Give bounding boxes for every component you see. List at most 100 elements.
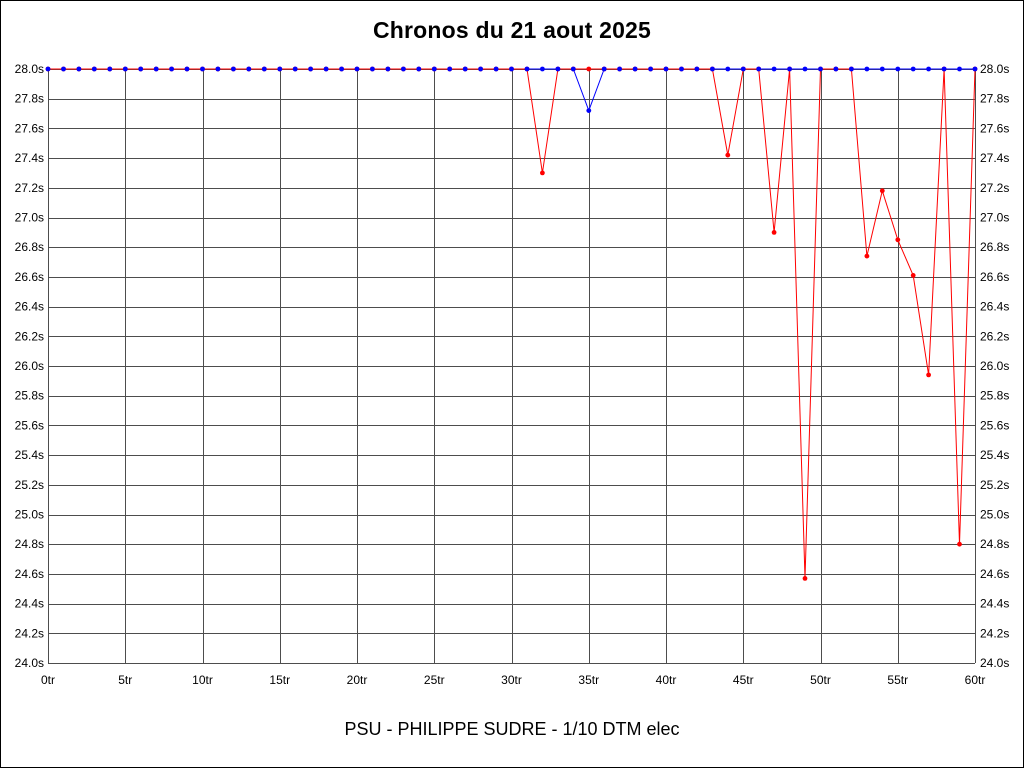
y-tick-label-left: 25.8s <box>15 389 44 403</box>
y-tick-label-left: 26.2s <box>15 329 44 343</box>
data-point-blue <box>941 66 947 72</box>
y-tick-label-right: 27.4s <box>980 151 1009 165</box>
data-point-blue <box>61 66 66 72</box>
chart-footer: PSU - PHILIPPE SUDRE - 1/10 DTM elec <box>344 719 680 739</box>
data-point-blue <box>153 66 159 72</box>
data-point-blue <box>524 66 530 72</box>
y-tick-label-right: 26.4s <box>980 300 1009 314</box>
x-tick-label: 20tr <box>347 673 368 687</box>
data-point-blue <box>849 66 854 72</box>
y-tick-label-left: 28.0s <box>15 62 44 76</box>
data-point-blue <box>509 66 514 72</box>
y-tick-label-right: 28.0s <box>980 62 1009 76</box>
y-tick-label-right: 24.4s <box>980 597 1009 611</box>
series-points-blue <box>45 66 978 113</box>
data-point-red <box>802 576 808 581</box>
data-point-blue <box>864 66 870 72</box>
data-point-red <box>725 152 731 158</box>
data-point-blue <box>462 66 468 72</box>
y-tick-label-left: 27.6s <box>15 121 44 135</box>
data-point-blue <box>570 66 576 72</box>
y-tick-label-right: 26.8s <box>980 240 1009 254</box>
data-point-blue <box>261 66 267 72</box>
y-tick-label-right: 24.6s <box>980 567 1009 581</box>
y-tick-label-left: 27.4s <box>15 151 44 165</box>
y-tick-label-left: 26.0s <box>15 359 44 373</box>
y-tick-label-right: 24.8s <box>980 537 1009 551</box>
data-point-blue <box>339 66 344 72</box>
y-tick-label-left: 26.6s <box>15 270 44 284</box>
data-point-red <box>926 372 931 378</box>
data-point-blue <box>833 66 839 72</box>
y-tick-label-right: 27.2s <box>980 181 1009 195</box>
data-point-blue <box>802 66 808 72</box>
data-point-blue <box>617 66 622 72</box>
data-point-blue <box>122 66 128 72</box>
data-point-blue <box>308 66 313 72</box>
y-tick-label-left: 24.4s <box>15 597 44 611</box>
x-tick-label: 45tr <box>733 673 754 687</box>
x-tick-label: 25tr <box>424 673 445 687</box>
data-point-blue <box>246 66 252 72</box>
y-tick-label-left: 25.4s <box>15 448 44 462</box>
data-point-blue <box>401 66 406 72</box>
y-tick-label-right: 26.0s <box>980 359 1009 373</box>
data-point-blue <box>431 66 437 72</box>
x-tick-label: 15tr <box>269 673 290 687</box>
data-point-blue <box>45 66 51 72</box>
y-tick-label-left: 25.0s <box>15 508 44 522</box>
data-point-blue <box>694 66 700 72</box>
data-point-blue <box>292 66 298 72</box>
data-point-blue <box>972 66 978 72</box>
y-tick-label-left: 24.0s <box>15 656 44 670</box>
y-tick-label-right: 26.6s <box>980 270 1009 284</box>
data-point-blue <box>910 66 916 72</box>
y-tick-label-right: 24.0s <box>980 656 1009 670</box>
data-point-blue <box>323 66 329 72</box>
data-point-blue <box>169 66 175 72</box>
x-tick-label: 50tr <box>810 673 831 687</box>
data-point-red <box>586 66 592 72</box>
y-tick-label-left: 25.6s <box>15 418 44 432</box>
data-point-blue <box>632 66 638 72</box>
data-point-blue <box>555 66 561 72</box>
data-point-blue <box>710 66 715 72</box>
data-point-blue <box>926 66 931 72</box>
data-point-blue <box>771 66 777 72</box>
data-point-blue <box>725 66 731 72</box>
data-point-blue <box>493 66 499 72</box>
y-tick-label-right: 24.2s <box>980 626 1009 640</box>
y-tick-label-left: 24.6s <box>15 567 44 581</box>
data-point-blue <box>648 66 653 72</box>
y-tick-label-right: 27.8s <box>980 92 1009 106</box>
data-point-blue <box>879 66 885 72</box>
y-tick-label-left: 24.8s <box>15 537 44 551</box>
y-tick-label-right: 27.6s <box>980 121 1009 135</box>
data-point-blue <box>200 66 205 72</box>
data-point-blue <box>385 66 391 72</box>
x-tick-label: 40tr <box>656 673 677 687</box>
series-points-red <box>45 66 978 581</box>
data-point-red <box>771 230 777 235</box>
y-tick-label-right: 25.4s <box>980 448 1009 462</box>
data-point-red <box>895 237 901 243</box>
x-tick-label: 30tr <box>501 673 522 687</box>
y-tick-label-left: 27.2s <box>15 181 44 195</box>
x-tick-label: 55tr <box>887 673 908 687</box>
x-tick-label: 10tr <box>192 673 213 687</box>
y-tick-label-right: 26.2s <box>980 329 1009 343</box>
y-tick-label-right: 27.0s <box>980 211 1009 225</box>
data-point-blue <box>663 66 669 72</box>
data-point-red <box>910 273 916 278</box>
data-point-blue <box>447 66 453 72</box>
data-point-blue <box>416 66 422 72</box>
data-point-red <box>957 541 962 547</box>
y-tick-label-left: 27.0s <box>15 211 44 225</box>
grid <box>48 69 976 664</box>
y-tick-label-right: 25.6s <box>980 418 1009 432</box>
data-point-blue <box>787 66 792 72</box>
y-tick-label-left: 27.8s <box>15 92 44 106</box>
data-point-blue <box>478 66 483 72</box>
y-tick-label-left: 26.4s <box>15 300 44 314</box>
